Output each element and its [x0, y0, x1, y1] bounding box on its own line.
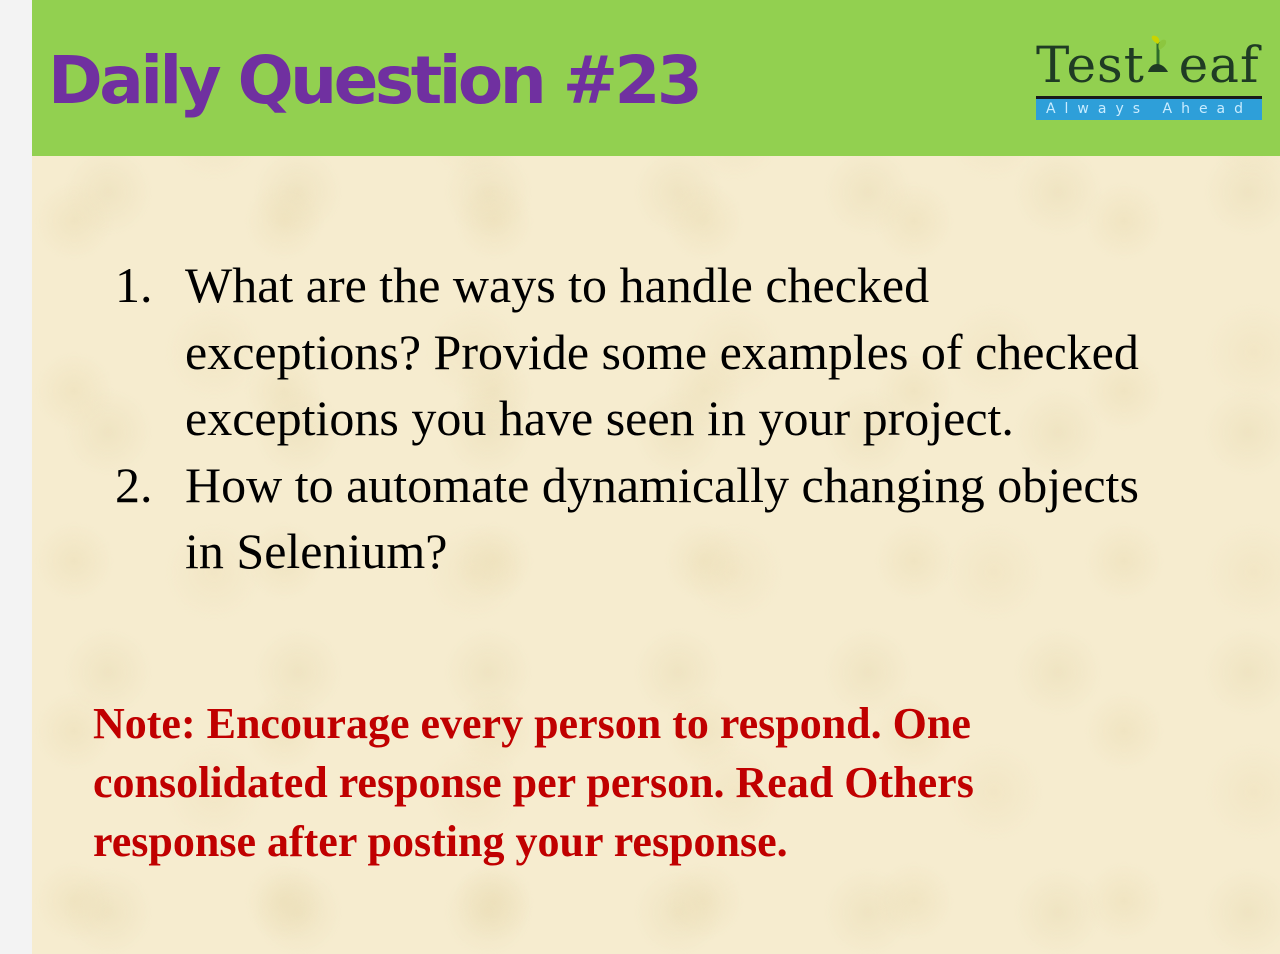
header-banner: Daily Question #23 Test eaf Always Ahead	[32, 0, 1280, 156]
slide: Daily Question #23 Test eaf Always Ahead…	[32, 0, 1280, 954]
question-text: How to automate dynamically changing obj…	[185, 456, 1139, 580]
testleaf-logo: Test eaf Always Ahead	[1032, 34, 1264, 124]
question-list: 1. What are the ways to handle checked e…	[32, 252, 1232, 585]
slide-title: Daily Question #23	[48, 42, 703, 119]
question-text: What are the ways to handle checked exce…	[185, 257, 1139, 446]
question-number: 2.	[115, 456, 153, 513]
logo-wordmark: Test eaf	[1036, 36, 1260, 94]
note-text: Note: Encourage every person to respond.…	[93, 699, 974, 866]
leaf-icon	[1148, 35, 1168, 73]
question-item: 2. How to automate dynamically changing …	[32, 452, 1145, 585]
logo-tagline: Always Ahead	[1045, 101, 1253, 117]
question-item: 1. What are the ways to handle checked e…	[32, 252, 1145, 452]
question-number: 1.	[115, 257, 153, 313]
logo-tagline-bar: Always Ahead	[1036, 96, 1262, 120]
